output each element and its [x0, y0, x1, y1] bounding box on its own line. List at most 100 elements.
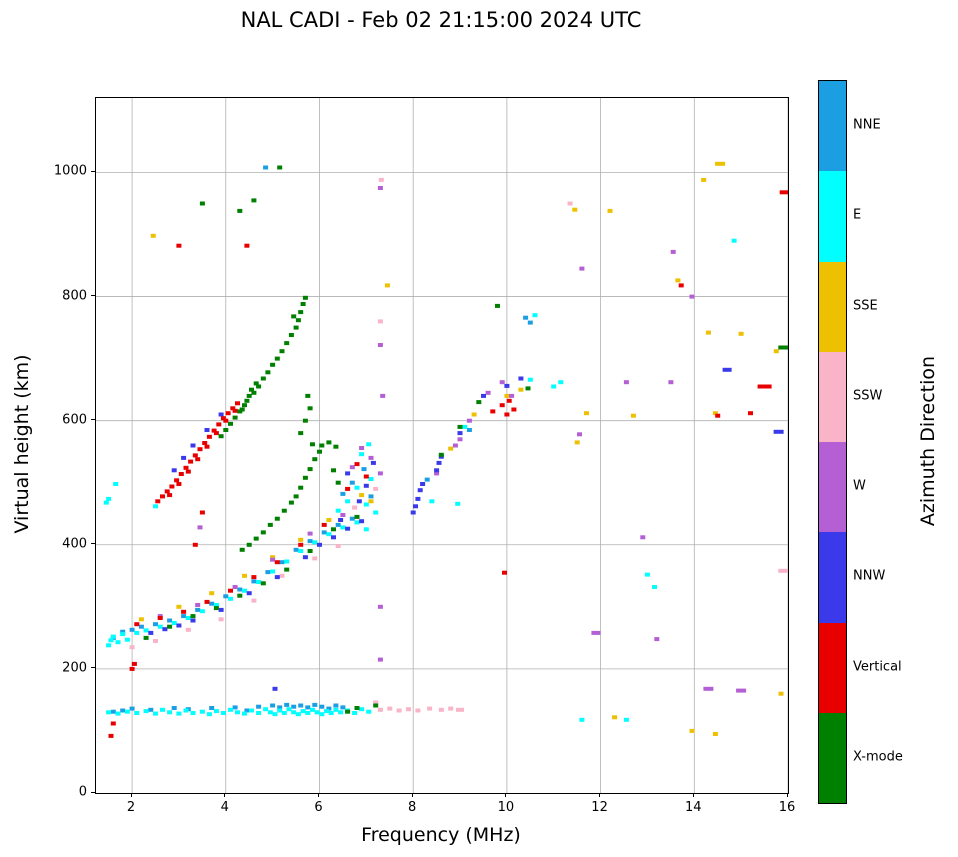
data-point-X-mode — [305, 393, 311, 398]
data-point-NNW — [410, 510, 416, 515]
data-point-E — [363, 502, 369, 507]
data-point-NNW — [274, 575, 280, 580]
data-point-SSE — [518, 387, 524, 392]
data-point-Vertical — [506, 398, 512, 403]
data-point-X-mode — [223, 428, 229, 432]
data-point-SSW — [406, 707, 411, 712]
scatter-canvas — [96, 98, 788, 793]
x-tick-mark — [786, 793, 788, 797]
data-point-X-mode — [218, 434, 224, 439]
data-point-W — [270, 557, 276, 562]
data-point-E — [354, 485, 360, 490]
data-point-X-mode — [333, 444, 339, 449]
data-point-W — [466, 418, 472, 423]
data-point-W — [579, 266, 585, 271]
data-point-W — [340, 513, 346, 517]
data-point-SSE — [715, 161, 726, 166]
colorbar — [818, 80, 847, 804]
x-tick-label: 10 — [497, 800, 515, 815]
data-point-W — [434, 471, 440, 476]
data-point-SSW — [335, 544, 341, 548]
data-point-X-mode — [295, 318, 301, 323]
data-point-E — [124, 709, 130, 714]
colorbar-segment-SSE — [819, 261, 846, 352]
colorbar-category-label-E: E — [853, 207, 862, 223]
data-point-W — [197, 525, 203, 530]
data-point-Vertical — [748, 411, 753, 416]
y-axis-label: Virtual height (km) — [11, 354, 33, 534]
data-point-W — [736, 688, 747, 693]
data-point-E — [326, 532, 332, 537]
data-point-NNW — [370, 460, 376, 465]
data-point-NNE — [333, 703, 339, 708]
data-point-X-mode — [260, 376, 266, 381]
data-point-NNE — [263, 165, 269, 170]
data-point-SSE — [574, 440, 580, 445]
data-point-NNE — [195, 607, 201, 612]
data-point-X-mode — [778, 345, 788, 350]
data-point-W — [380, 393, 386, 398]
data-point-E — [185, 616, 191, 620]
data-point-E — [310, 707, 315, 712]
y-tick-label: 1000 — [53, 163, 87, 179]
data-point-X-mode — [213, 606, 219, 611]
data-point-Vertical — [244, 243, 250, 248]
data-point-NNE — [223, 594, 229, 599]
data-point-X-mode — [228, 421, 233, 426]
data-point-NNW — [356, 499, 362, 504]
data-point-W — [377, 657, 383, 662]
data-point-E — [551, 384, 557, 389]
data-point-X-mode — [251, 198, 257, 203]
data-point-Vertical — [129, 666, 135, 671]
data-point-E — [295, 712, 301, 717]
colorbar-segment-Vertical — [819, 622, 846, 713]
x-tick-mark — [599, 793, 601, 797]
data-point-E — [256, 580, 262, 584]
data-point-X-mode — [354, 706, 360, 710]
data-point-E — [366, 709, 372, 714]
data-point-SSE — [584, 411, 589, 416]
data-point-Vertical — [202, 441, 208, 445]
data-point-E — [124, 637, 130, 642]
y-tick-mark — [91, 791, 95, 793]
data-point-NNW — [272, 686, 278, 691]
data-point-NNE — [270, 703, 276, 708]
data-point-SSW — [378, 177, 384, 182]
data-point-SSW — [251, 598, 257, 603]
data-point-SSW — [415, 708, 421, 713]
data-point-X-mode — [267, 522, 273, 527]
data-point-X-mode — [281, 508, 287, 513]
data-point-X-mode — [373, 703, 379, 708]
data-point-SSE — [773, 349, 779, 354]
data-point-NNW — [176, 623, 182, 628]
data-point-SSE — [701, 177, 707, 182]
y-tick-mark — [91, 170, 95, 172]
data-point-SSE — [689, 728, 695, 733]
data-point-Vertical — [228, 588, 233, 593]
data-point-Vertical — [157, 616, 163, 620]
data-point-W — [377, 604, 383, 609]
data-point-Vertical — [192, 453, 198, 458]
data-point-Vertical — [230, 406, 236, 411]
data-point-X-mode — [307, 406, 313, 411]
data-point-X-mode — [277, 165, 283, 170]
data-point-X-mode — [256, 384, 262, 389]
data-point-X-mode — [525, 386, 531, 391]
data-point-X-mode — [310, 442, 315, 447]
data-point-Vertical — [169, 484, 175, 489]
x-tick-label: 12 — [591, 800, 608, 815]
data-point-NNE — [167, 618, 173, 623]
data-point-NNE — [298, 703, 304, 708]
data-point-NNW — [338, 518, 344, 522]
data-point-W — [499, 380, 505, 385]
data-point-X-mode — [199, 201, 205, 206]
data-point-SSE — [176, 604, 182, 609]
data-point-SSE — [738, 331, 744, 336]
data-point-E — [644, 572, 650, 577]
data-point-X-mode — [438, 452, 444, 457]
data-point-W — [359, 446, 365, 450]
data-point-X-mode — [288, 500, 294, 505]
data-point-X-mode — [237, 593, 243, 598]
data-point-Vertical — [174, 478, 180, 483]
